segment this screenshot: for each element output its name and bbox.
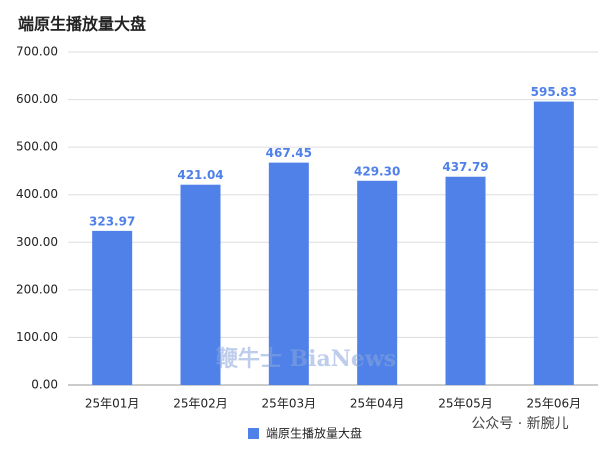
y-tick-label: 400.00 [16, 187, 58, 201]
watermark: 公众号 · 新腕儿 [471, 416, 568, 432]
x-tick-label: 25年01月 [85, 397, 140, 411]
value-label: 421.04 [177, 168, 223, 182]
bar [533, 101, 574, 385]
x-tick-label: 25年02月 [173, 397, 228, 411]
y-tick-label: 700.00 [16, 45, 58, 59]
chart-title: 端原生播放量大盘 [18, 15, 146, 34]
y-tick-label: 0.00 [31, 378, 58, 392]
y-tick-label: 200.00 [16, 282, 58, 296]
x-tick-label: 25年03月 [262, 397, 317, 411]
x-tick-label: 25年06月 [527, 397, 582, 411]
watermark: 鞭牛士 BiaNews [216, 346, 396, 372]
legend-label: 端原生播放量大盘 [266, 426, 362, 441]
y-tick-label: 300.00 [16, 235, 58, 249]
legend-swatch [248, 428, 259, 439]
y-tick-label: 500.00 [16, 140, 58, 154]
bar [357, 180, 398, 385]
y-tick-label: 600.00 [16, 92, 58, 106]
x-tick-label: 25年04月 [350, 397, 405, 411]
bar [180, 184, 221, 385]
bar [92, 230, 133, 385]
y-tick-label: 100.00 [16, 330, 58, 344]
value-label: 467.45 [266, 146, 312, 160]
bar [445, 176, 486, 385]
x-tick-label: 25年05月 [438, 397, 493, 411]
value-label: 437.79 [442, 160, 488, 174]
value-label: 429.30 [354, 164, 400, 178]
value-label: 323.97 [89, 214, 135, 228]
bar [268, 162, 309, 385]
value-label: 595.83 [531, 85, 577, 99]
